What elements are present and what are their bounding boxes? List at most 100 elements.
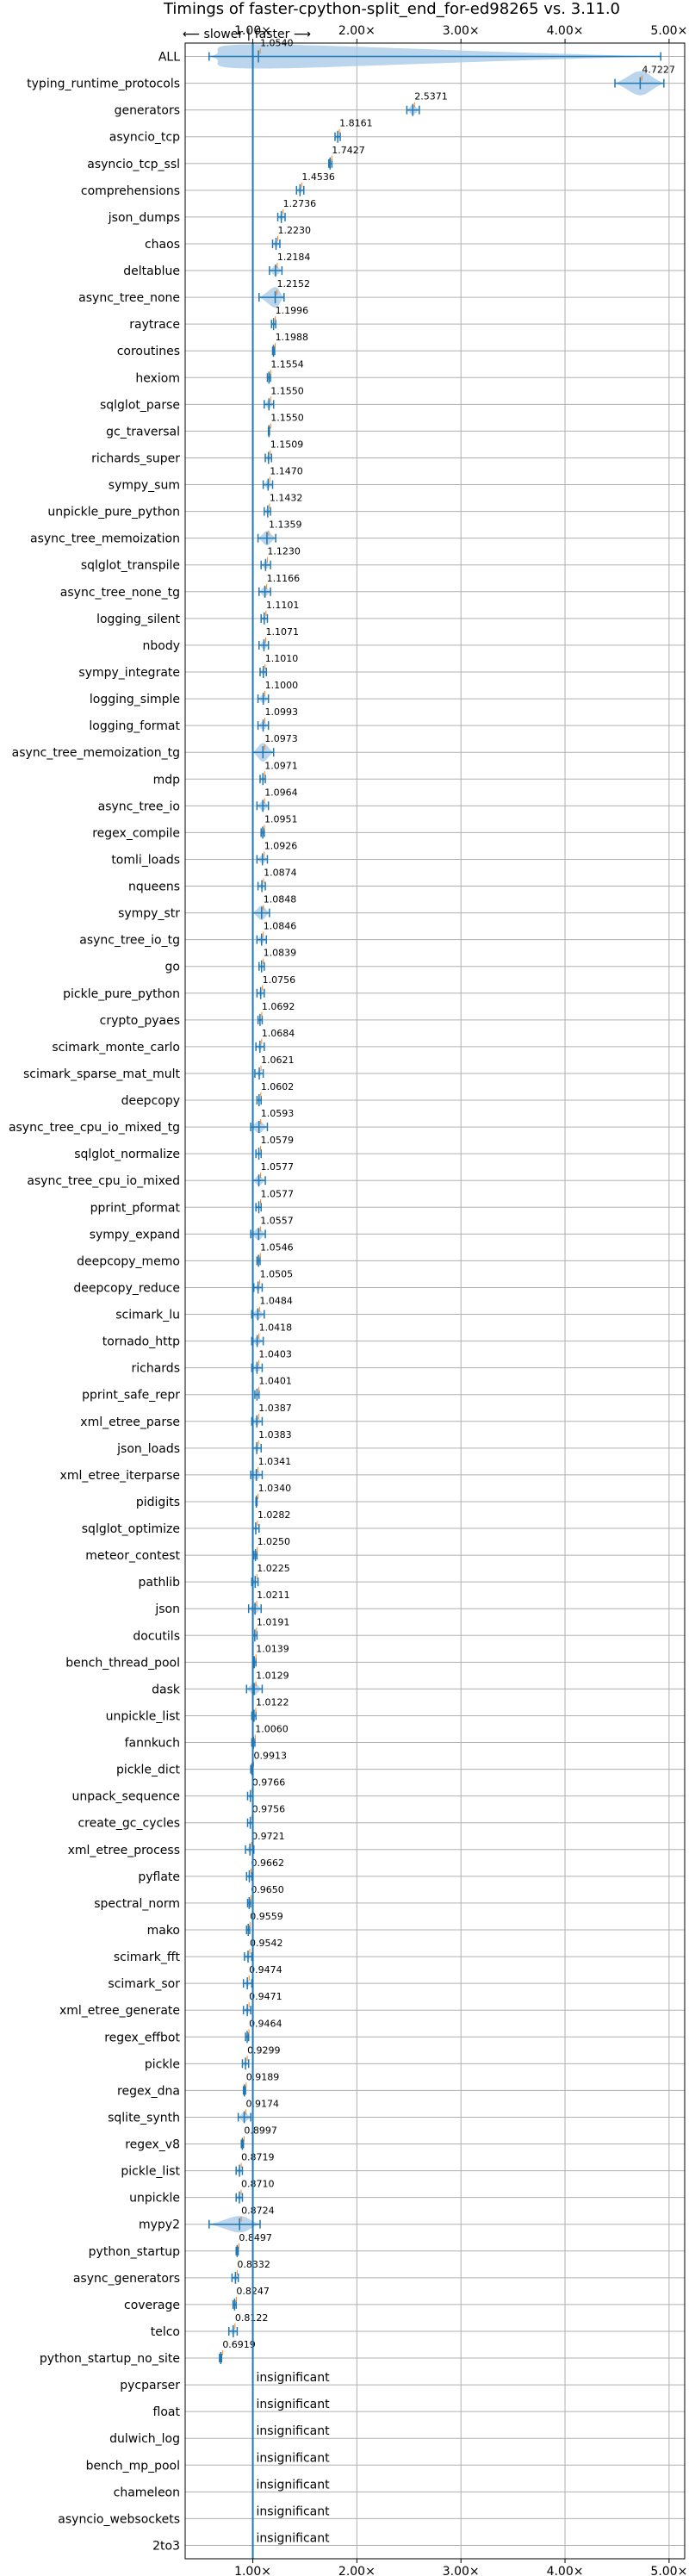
category-label: xml_etree_parse [80, 1416, 180, 1429]
category-label: tornado_http [102, 1335, 180, 1349]
x-tick-label-bottom: 4.00× [547, 2565, 584, 2576]
value-label: 1.1359 [269, 520, 302, 531]
category-label: sqlglot_parse [100, 398, 180, 412]
category-label: regex_compile [92, 826, 180, 840]
category-label: deepcopy_reduce [73, 1281, 180, 1295]
category-label: sympy_sum [109, 479, 180, 493]
category-label: comprehensions [81, 184, 180, 198]
value-label: 1.0621 [261, 1055, 295, 1066]
value-label: 1.0593 [261, 1108, 295, 1119]
category-label: richards_super [91, 451, 180, 465]
category-label: nqueens [128, 880, 180, 894]
value-label: 1.0951 [264, 813, 298, 824]
insignificant-label: insignificant [257, 2478, 331, 2492]
category-label: xml_etree_iterparse [60, 1469, 180, 1483]
value-label: 0.9662 [251, 1857, 284, 1869]
x-axis-bottom: 1.00× 2.00× 3.00× 4.00× 5.00× [234, 2559, 687, 2576]
value-label: 1.0387 [258, 1403, 292, 1414]
category-label: python_startup [89, 2245, 180, 2259]
value-label: 1.0341 [258, 1456, 292, 1467]
category-label: spectral_norm [94, 1897, 180, 1911]
category-label: async_generators [73, 2272, 180, 2286]
category-label: pickle_dict [116, 1764, 181, 1777]
x-tick-label-top: 1.00× [234, 24, 271, 38]
category-label: fannkuch [125, 1737, 180, 1751]
category-label: dulwich_log [109, 2432, 180, 2446]
value-label: 1.1010 [265, 653, 299, 664]
x-tick-label-bottom: 2.00× [338, 2565, 376, 2576]
category-label: async_tree_none [78, 291, 180, 305]
category-label: coverage [124, 2299, 180, 2312]
plot-frame [184, 42, 686, 2560]
category-label: pickle_list [121, 2165, 180, 2179]
category-label: async_tree_memoization_tg [12, 746, 180, 760]
value-label: 1.0282 [258, 1509, 291, 1521]
value-label: 1.1071 [265, 626, 299, 638]
insignificant-label: insignificant [257, 2451, 331, 2465]
value-label: 1.0401 [258, 1376, 292, 1387]
value-label: 0.8724 [241, 2206, 275, 2217]
category-label: async_tree_cpu_io_mixed [27, 1174, 180, 1188]
category-label: ALL [158, 51, 180, 65]
value-label: 1.0418 [259, 1322, 293, 1334]
value-label: 1.0848 [264, 894, 297, 905]
category-label: nbody [143, 639, 181, 653]
value-label: 1.0577 [261, 1161, 295, 1173]
category-label: pycparser [120, 2379, 180, 2392]
category-label: logging_simple [90, 693, 180, 706]
category-label: dask [152, 1683, 181, 1696]
category-label: scimark_sparse_mat_mult [23, 1067, 180, 1081]
direction-label: ⟵ slower | faster ⟶ [183, 28, 311, 41]
value-label: 1.1470 [270, 466, 303, 477]
category-label: xml_etree_generate [59, 2004, 180, 2018]
value-label: 1.0340 [258, 1483, 292, 1494]
value-label: 1.0139 [256, 1643, 289, 1654]
category-label: meteor_contest [85, 1549, 180, 1563]
x-tick-label-bottom: 1.00× [234, 2565, 271, 2576]
x-tick-label-top: 5.00× [650, 24, 687, 38]
category-label: sympy_expand [90, 1228, 180, 1241]
value-label: 1.0225 [257, 1563, 290, 1574]
value-label: 1.1550 [270, 385, 304, 396]
category-label: pprint_safe_repr [82, 1389, 180, 1403]
category-label: bench_thread_pool [65, 1656, 180, 1670]
value-label: 1.1988 [276, 332, 309, 343]
value-label: 1.0129 [256, 1670, 289, 1681]
category-label: pyflate [138, 1870, 180, 1884]
value-label: 1.0756 [263, 974, 296, 986]
value-label: 1.0874 [264, 868, 297, 879]
value-label: 0.9174 [246, 2098, 280, 2109]
value-label: 1.0211 [257, 1590, 290, 1601]
value-label: 4.7227 [642, 65, 675, 76]
category-label: regex_effbot [104, 2031, 180, 2044]
category-label: unpickle_list [106, 1709, 181, 1723]
value-label: 1.1101 [266, 600, 300, 611]
category-label: mypy2 [139, 2218, 180, 2232]
x-tick-label-bottom: 3.00× [443, 2565, 480, 2576]
value-label: 0.9542 [250, 1938, 283, 1949]
category-label: hexiom [135, 371, 180, 385]
category-label: unpickle_pure_python [47, 506, 180, 520]
insignificant-label: insignificant [257, 2424, 331, 2438]
category-label: crypto_pyaes [100, 1014, 180, 1028]
value-label: 1.1000 [265, 680, 299, 691]
value-label: 0.8122 [235, 2312, 269, 2324]
value-label: 1.0846 [264, 921, 297, 932]
value-label: 2.5371 [414, 91, 448, 103]
category-label: deepcopy [121, 1094, 180, 1108]
value-label: 1.1996 [276, 305, 309, 316]
x-axis-top: 1.00× 2.00× 3.00× 4.00× 5.00× [234, 24, 687, 43]
value-label: 1.8161 [339, 118, 373, 129]
category-label: mdp [153, 773, 181, 787]
category-label: async_tree_memoization [30, 532, 180, 546]
category-label: pickle_pure_python [63, 987, 180, 1001]
value-label: 0.9474 [249, 1964, 282, 1976]
category-label: gc_traversal [106, 425, 180, 439]
category-label: json_loads [116, 1442, 180, 1456]
category-label: asyncio_tcp_ssl [87, 158, 180, 171]
category-label: sqlglot_normalize [74, 1148, 180, 1161]
value-label: 1.2230 [277, 225, 311, 236]
category-label: scimark_monte_carlo [52, 1041, 180, 1055]
value-label: 0.9299 [247, 2044, 281, 2056]
category-label: create_gc_cycles [78, 1817, 180, 1831]
